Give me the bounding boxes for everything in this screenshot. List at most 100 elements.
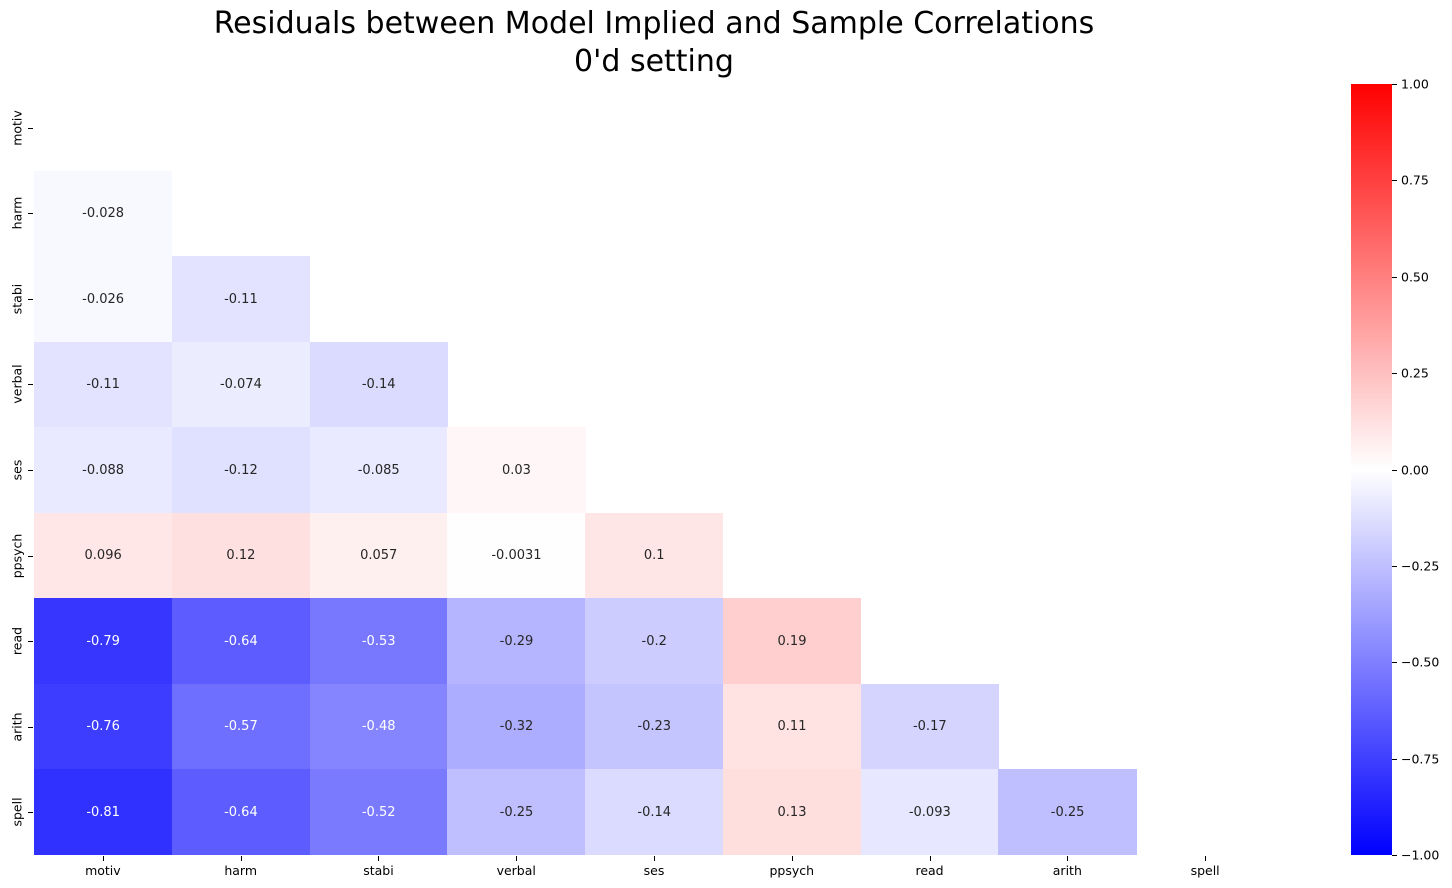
cell-annotation: -0.64 — [224, 633, 258, 649]
cell-annotation: 0.057 — [360, 548, 398, 564]
cell-annotation: -0.14 — [637, 804, 672, 820]
y-axis-tick — [28, 726, 33, 728]
cell-annotation: 0.03 — [501, 462, 531, 478]
x-axis-label: motiv — [85, 863, 121, 878]
cell-annotation: -0.81 — [86, 804, 120, 820]
y-axis-label: ses — [9, 459, 25, 481]
heatmap-cell: -0.14 — [309, 341, 448, 428]
cell-annotation: -0.57 — [224, 719, 258, 735]
heatmap-cell: -0.11 — [171, 256, 311, 343]
heatmap-cell: -0.57 — [171, 683, 311, 770]
y-axis-tick — [28, 555, 33, 557]
cell-annotation: -0.026 — [82, 291, 125, 307]
y-axis-label: arith — [9, 712, 25, 742]
cell-annotation: -0.48 — [361, 719, 396, 735]
colorbar-tick-label: −0.75 — [1401, 751, 1440, 767]
heatmap-cell: -0.0031 — [447, 512, 586, 599]
colorbar-tick — [1392, 662, 1397, 664]
x-axis-label: ppsych — [769, 863, 815, 878]
colorbar-tick — [1392, 180, 1397, 182]
heatmap-cell: -0.64 — [171, 769, 311, 856]
heatmap-cell: -0.48 — [309, 683, 448, 770]
heatmap-cell: -0.76 — [34, 683, 173, 770]
heatmap-cell: 0.19 — [722, 598, 862, 685]
cell-annotation: 0.1 — [643, 548, 665, 564]
heatmap-cell: -0.12 — [171, 427, 311, 514]
cell-annotation: -0.11 — [86, 377, 120, 393]
x-axis-tick — [240, 856, 242, 861]
cell-annotation: -0.074 — [219, 377, 262, 393]
y-axis-label: read — [9, 627, 25, 656]
colorbar-tick-label: 0.75 — [1401, 172, 1429, 188]
x-axis-label: verbal — [496, 863, 536, 878]
colorbar-tick — [1392, 855, 1397, 856]
y-axis-label: ppsych — [9, 533, 25, 578]
cell-annotation: -0.12 — [224, 462, 258, 478]
colorbar-tick — [1392, 469, 1397, 471]
cell-annotation: -0.0031 — [491, 548, 542, 564]
x-axis-label: arith — [1052, 863, 1082, 878]
cell-annotation: 0.11 — [777, 719, 807, 735]
heatmap-cell: 0.12 — [171, 512, 311, 599]
heatmap-cell: -0.79 — [34, 598, 173, 685]
heatmap-cell: -0.17 — [860, 683, 999, 770]
heatmap-cell: -0.074 — [171, 341, 311, 428]
chart-title-line2: 0'd setting — [574, 44, 734, 79]
heatmap-cell: -0.088 — [34, 427, 173, 514]
cell-annotation: -0.11 — [224, 291, 258, 307]
heatmap-cell: -0.52 — [309, 769, 448, 856]
cell-annotation: 0.13 — [777, 804, 807, 820]
x-axis-tick — [654, 856, 655, 861]
x-axis-label: spell — [1190, 863, 1220, 878]
y-axis-label: verbal — [9, 364, 25, 405]
x-axis-tick — [791, 856, 793, 861]
cell-annotation: -0.76 — [86, 719, 120, 735]
x-axis-label: read — [915, 863, 944, 878]
y-axis-tick — [28, 213, 33, 215]
cell-annotation: -0.17 — [912, 719, 947, 735]
x-axis-tick — [1067, 856, 1069, 861]
colorbar-tick-label: 1.00 — [1401, 76, 1429, 92]
cell-annotation: 0.12 — [226, 548, 256, 564]
colorbar-tick — [1392, 373, 1397, 375]
colorbar-tick-label: 0.00 — [1401, 462, 1429, 477]
colorbar-tick-label: −0.25 — [1401, 558, 1440, 574]
x-axis-label: ses — [643, 863, 665, 878]
cell-annotation: -0.23 — [637, 719, 672, 735]
heatmap-cell: -0.11 — [34, 341, 173, 428]
cell-annotation: -0.25 — [1050, 804, 1085, 820]
y-axis-tick — [28, 127, 33, 129]
colorbar-tick-label: −0.50 — [1401, 654, 1440, 670]
heatmap-cell: 0.1 — [585, 512, 724, 599]
cell-annotation: -0.093 — [908, 804, 951, 820]
heatmap-cell: -0.64 — [171, 598, 311, 685]
heatmap-cell: -0.25 — [447, 769, 586, 856]
y-axis-tick — [28, 641, 33, 643]
cell-annotation: -0.53 — [361, 633, 396, 649]
colorbar — [1351, 84, 1392, 855]
heatmap-cell: -0.25 — [998, 769, 1137, 856]
heatmap-cell: -0.2 — [585, 598, 724, 685]
colorbar-tick — [1392, 276, 1397, 278]
heatmap-cell: 0.057 — [309, 512, 448, 599]
cell-annotation: -0.14 — [361, 377, 396, 393]
x-axis-tick — [378, 856, 380, 861]
cell-annotation: -0.085 — [357, 462, 400, 478]
cell-annotation: -0.52 — [361, 804, 396, 820]
colorbar-tick — [1392, 84, 1397, 85]
chart-title-line1: Residuals between Model Implied and Samp… — [213, 6, 1095, 41]
heatmap-cell: 0.096 — [34, 512, 173, 599]
heatmap-cell: -0.14 — [585, 769, 724, 856]
colorbar-tick — [1392, 565, 1397, 567]
chart-title: Residuals between Model Implied and Samp… — [34, 5, 1274, 81]
y-axis-label: harm — [9, 196, 25, 230]
heatmap-cell: -0.085 — [309, 427, 448, 514]
y-axis-tick — [28, 470, 33, 471]
heatmap-cell: -0.23 — [585, 683, 724, 770]
x-axis-tick — [1205, 856, 1207, 861]
heatmap-cell: 0.13 — [722, 769, 862, 856]
x-axis-label: harm — [224, 863, 257, 878]
x-axis-tick — [516, 856, 518, 861]
x-axis-tick — [102, 856, 104, 861]
